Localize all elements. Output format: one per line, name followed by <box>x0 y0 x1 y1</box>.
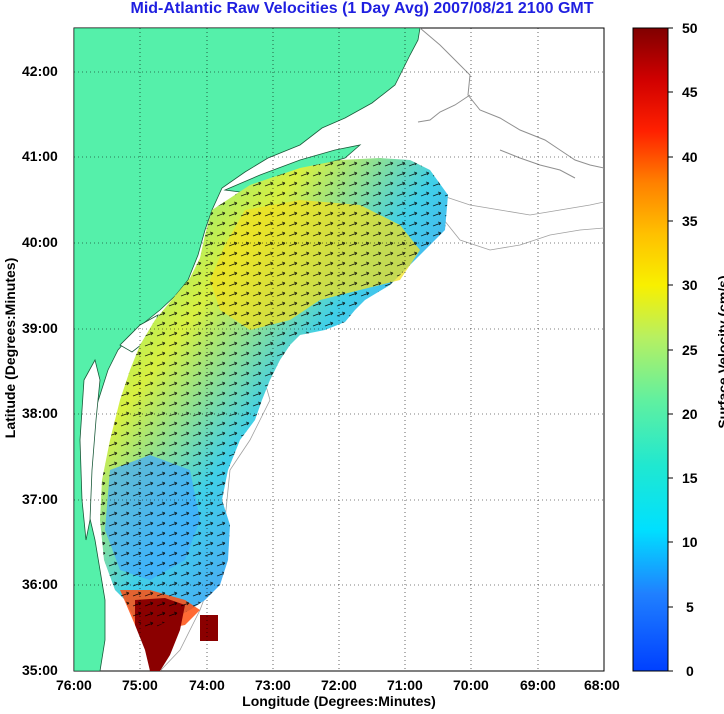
colorbar-tick-label: 35 <box>682 213 698 229</box>
y-tick-label: 36:00 <box>22 576 58 592</box>
colorbar-label: Surface Velocity (cm/s) <box>715 275 724 429</box>
new-england-coast <box>417 28 604 179</box>
x-tick-label: 70:00 <box>453 677 489 693</box>
grid <box>74 28 604 671</box>
x-tick-label: 72:00 <box>321 677 357 693</box>
colorbar-tick-label: 45 <box>682 84 698 100</box>
y-tick-label: 35:00 <box>22 662 58 678</box>
x-tick-label: 68:00 <box>584 677 620 693</box>
velocity-max-patch <box>200 615 218 641</box>
y-tick-label: 39:00 <box>22 320 58 336</box>
x-tick-label: 75:00 <box>122 677 158 693</box>
map-title: Mid-Atlantic Raw Velocities (1 Day Avg) … <box>130 0 594 17</box>
x-tick-label: 69:00 <box>520 677 556 693</box>
colorbar-tick-label: 25 <box>682 342 698 358</box>
y-tick-label: 38:00 <box>22 405 58 421</box>
colorbar-tick-label: 30 <box>682 277 698 293</box>
y-axis-label: Latitude (Degrees:Minutes) <box>2 257 18 439</box>
y-tick-label: 41:00 <box>22 148 58 164</box>
colorbar-tick-label: 10 <box>682 534 698 550</box>
x-tick-label: 74:00 <box>189 677 225 693</box>
x-tick-label: 76:00 <box>56 677 92 693</box>
colorbar-ticks <box>668 27 673 672</box>
velocity-arrows <box>100 158 448 630</box>
colorbar-tick-label: 15 <box>682 470 698 486</box>
y-tick-label: 37:00 <box>22 491 58 507</box>
colorbar-tick-label: 40 <box>682 149 698 165</box>
land-mass <box>74 28 421 671</box>
chesapeake-bay <box>79 358 101 541</box>
y-tick-label: 42:00 <box>22 63 58 79</box>
x-axis-label: Longitude (Degrees:Minutes) <box>242 693 436 709</box>
colorbar-tick-label: 5 <box>686 599 694 615</box>
x-tick-label: 73:00 <box>255 677 291 693</box>
colorbar-tick-label: 20 <box>682 406 698 422</box>
colorbar <box>632 27 669 672</box>
x-tick-label: 71:00 <box>387 677 423 693</box>
colorbar-tick-label: 50 <box>682 20 698 36</box>
y-tick-label: 40:00 <box>22 234 58 250</box>
colorbar-tick-label: 0 <box>686 663 694 679</box>
